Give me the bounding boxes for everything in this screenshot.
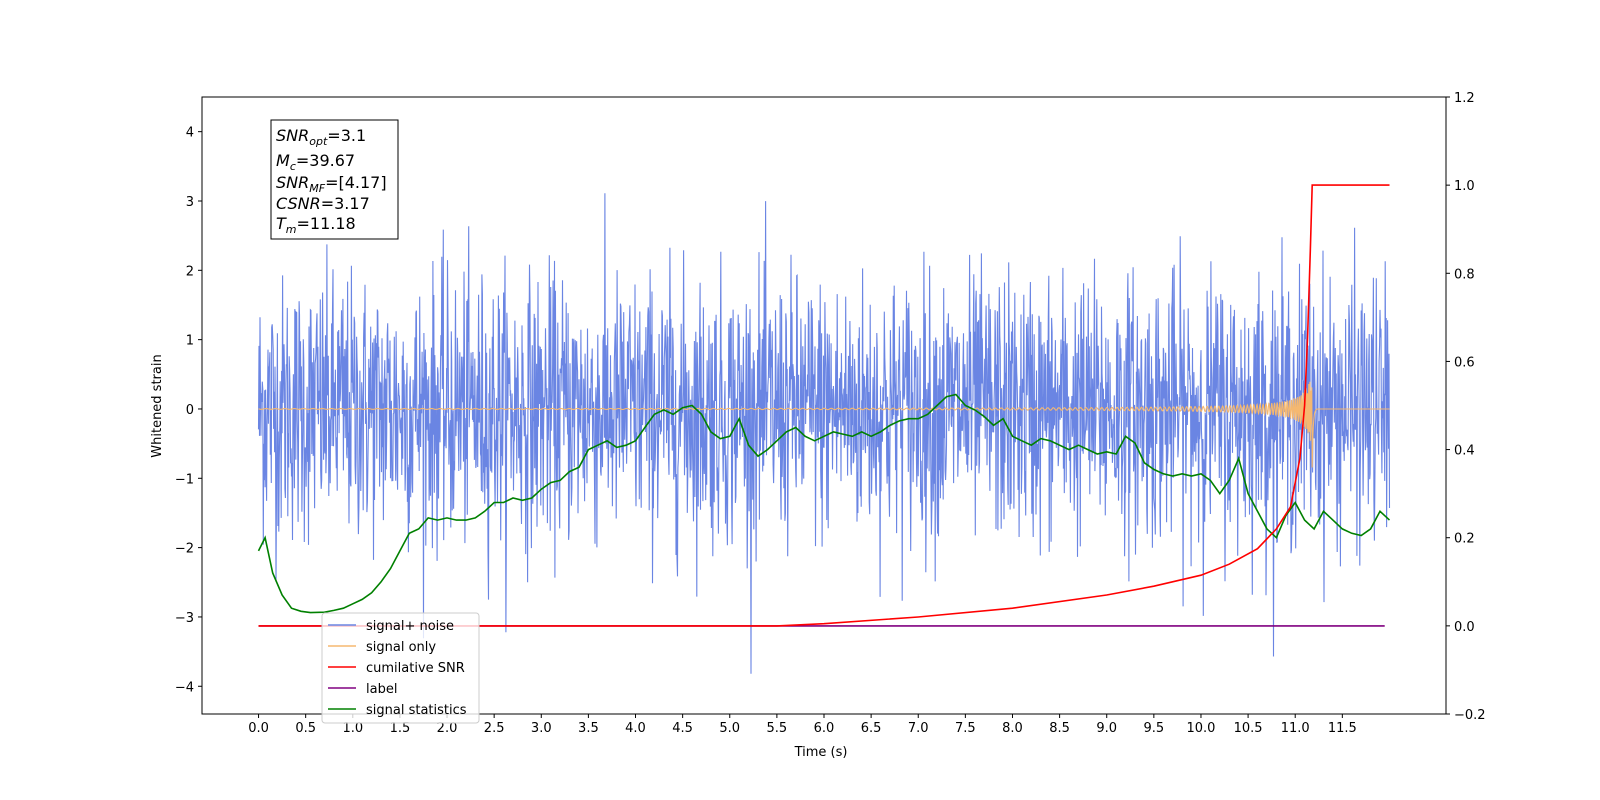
x-tick-label: 7.5 bbox=[955, 721, 976, 736]
signal-noise-line bbox=[257, 193, 1391, 674]
x-tick-label: 9.0 bbox=[1096, 721, 1117, 736]
info-mc: Mc=39.67 bbox=[276, 151, 355, 173]
y2-tick-label: 1.0 bbox=[1454, 179, 1475, 194]
y-tick-label: 2 bbox=[186, 264, 194, 279]
y-tick-label: −4 bbox=[175, 680, 194, 695]
y-axis-label: Whitened strain bbox=[150, 354, 165, 457]
y2-tick-label: 0.8 bbox=[1454, 267, 1475, 282]
legend-label: signal statistics bbox=[366, 703, 467, 718]
x-tick-label: 6.5 bbox=[861, 721, 882, 736]
x-tick-label: 11.0 bbox=[1281, 721, 1310, 736]
x-tick-label: 4.5 bbox=[672, 721, 693, 736]
y-tick-label: 0 bbox=[186, 403, 194, 418]
legend-label: signal only bbox=[366, 640, 436, 655]
info-snr-mf: SNRMF=[4.17] bbox=[276, 173, 387, 195]
y2-tick-label: 1.2 bbox=[1454, 91, 1475, 106]
x-tick-label: 1.0 bbox=[342, 721, 363, 736]
legend-label: signal+ noise bbox=[366, 619, 454, 634]
y2-tick-label: 0.6 bbox=[1454, 355, 1475, 370]
y-tick-label: −1 bbox=[175, 472, 194, 487]
x-tick-label: 6.0 bbox=[814, 721, 835, 736]
x-tick-label: 9.5 bbox=[1144, 721, 1165, 736]
x-tick-label: 7.0 bbox=[908, 721, 929, 736]
legend: signal+ noise signal only cumilative SNR la… bbox=[321, 612, 480, 724]
y-tick-label: 3 bbox=[186, 195, 194, 210]
y-axis-right: 1.2 1.0 0.8 0.6 0.4 0.2 0.0 −0.2 bbox=[1446, 91, 1486, 723]
legend-label: label bbox=[366, 682, 397, 697]
x-tick-label: 8.0 bbox=[1002, 721, 1023, 736]
x-tick-label: 11.5 bbox=[1328, 721, 1357, 736]
signal-only-line bbox=[258, 381, 1390, 468]
cumulative-snr-line bbox=[258, 184, 1390, 627]
y2-tick-label: 0.2 bbox=[1454, 532, 1475, 547]
x-tick-label: 0.0 bbox=[248, 721, 269, 736]
signal-noise-series bbox=[257, 193, 1391, 674]
x-axis: 0.0 0.5 1.0 1.5 2.0 2.5 3.0 3.5 4.0 4.5 5.0 5.5 6.0 6… bbox=[248, 714, 1357, 736]
info-tm: Tm=11.18 bbox=[276, 214, 356, 236]
x-tick-label: 4.0 bbox=[625, 721, 646, 736]
y-tick-label: 4 bbox=[186, 126, 194, 141]
y-tick-label: 1 bbox=[186, 334, 194, 349]
x-tick-label: 3.5 bbox=[578, 721, 599, 736]
x-tick-label: 5.5 bbox=[767, 721, 788, 736]
legend-label: cumilative SNR bbox=[366, 661, 465, 676]
y2-tick-label: 0.4 bbox=[1454, 444, 1475, 459]
y-tick-label: −2 bbox=[175, 542, 194, 557]
signal-only-series bbox=[258, 381, 1390, 468]
x-tick-label: 10.0 bbox=[1186, 721, 1215, 736]
x-tick-label: 1.5 bbox=[390, 721, 411, 736]
x-tick-label: 5.0 bbox=[719, 721, 740, 736]
x-axis-label: Time (s) bbox=[794, 745, 848, 760]
x-tick-label: 8.5 bbox=[1049, 721, 1070, 736]
x-tick-label: 10.5 bbox=[1234, 721, 1263, 736]
y2-tick-label: 0.0 bbox=[1454, 620, 1475, 635]
y-axis-left: 4 3 2 1 0 −1 −2 −3 −4 bbox=[175, 126, 202, 695]
info-snr-opt: SNRopt=3.1 bbox=[276, 126, 366, 148]
y-tick-label: −3 bbox=[175, 611, 194, 626]
x-tick-label: 2.0 bbox=[437, 721, 458, 736]
signal-statistics-line bbox=[257, 393, 1391, 614]
info-box: SNRopt=3.1 Mc=39.67 SNRMF=[4.17] CSNR=3.… bbox=[270, 119, 399, 240]
x-tick-label: 2.5 bbox=[484, 721, 505, 736]
x-tick-label: 3.0 bbox=[531, 721, 552, 736]
info-csnr: CSNR=3.17 bbox=[276, 194, 370, 213]
x-tick-label: 0.5 bbox=[295, 721, 316, 736]
y2-tick-label: −0.2 bbox=[1454, 708, 1486, 723]
